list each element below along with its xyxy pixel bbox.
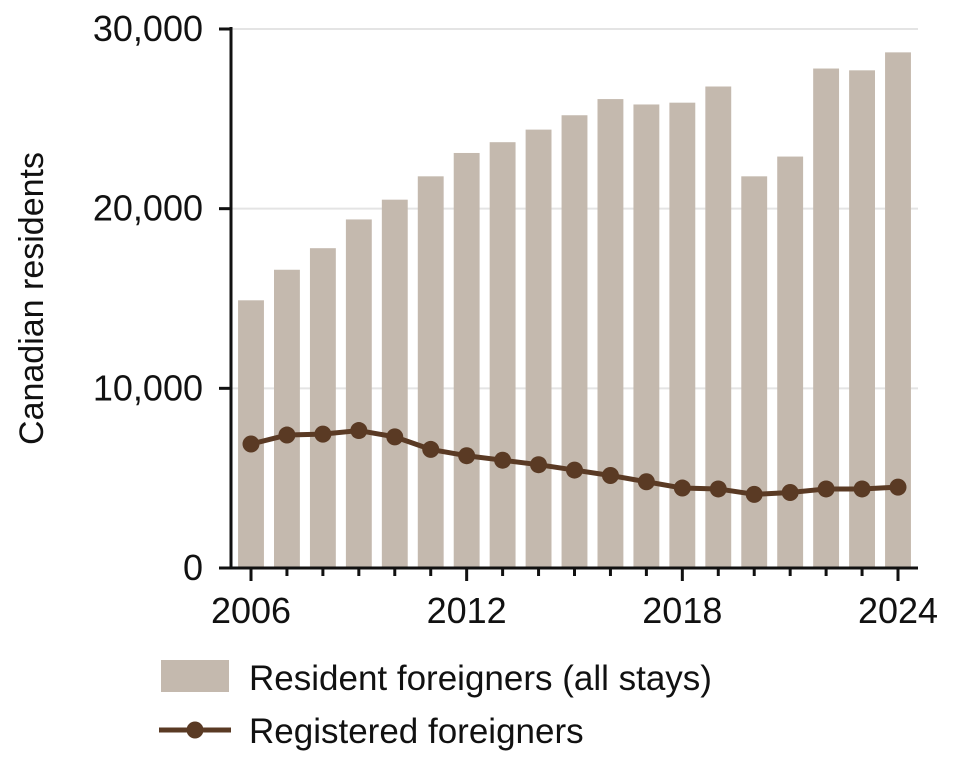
line-point-2022 (817, 480, 835, 498)
line-point-2009 (350, 422, 368, 440)
y-axis-title: Canadian residents (13, 152, 51, 445)
line-series (242, 422, 907, 503)
bar-2015 (561, 115, 588, 569)
line-point-2016 (601, 466, 619, 484)
legend-swatch-resident-foreigners (161, 660, 229, 692)
legend-label-resident-foreigners: Resident foreigners (all stays) (249, 659, 712, 698)
legend-label-registered-foreigners: Registered foreigners (249, 712, 584, 751)
line-point-2007 (278, 426, 296, 444)
bar-2013 (489, 142, 516, 568)
bar-2016 (597, 99, 624, 568)
x-tick-label: 2024 (858, 590, 938, 631)
line-point-2018 (673, 479, 691, 497)
line-point-2014 (530, 456, 548, 474)
x-tick-label: 2012 (427, 590, 507, 631)
bar-2018 (669, 102, 696, 568)
bar-2014 (525, 129, 552, 568)
x-tick-label: 2006 (211, 590, 291, 631)
legend: Resident foreigners (all stays) Register… (159, 659, 712, 751)
bar-2020 (741, 176, 768, 568)
y-tick-label: 0 (183, 547, 203, 588)
bar-2010 (381, 199, 408, 568)
line-point-2006 (242, 435, 260, 453)
bar-2012 (453, 152, 480, 568)
line-point-2021 (781, 484, 799, 502)
bar-2008 (309, 248, 336, 568)
line-point-2013 (494, 451, 512, 469)
bar-2017 (633, 104, 660, 569)
bar-2021 (777, 156, 804, 568)
y-axis-ticks: 0 10,000 20,000 30,000 (93, 8, 231, 588)
bar-2006 (238, 300, 264, 568)
bar-2011 (417, 176, 444, 568)
line-point-2008 (314, 425, 332, 443)
y-tick-label: 20,000 (93, 188, 203, 229)
line-point-2020 (745, 485, 763, 503)
line-point-2011 (422, 440, 440, 458)
x-tick-label: 2018 (642, 590, 722, 631)
line-point-2017 (637, 473, 655, 491)
line-point-2010 (386, 428, 404, 446)
line-point-2024 (889, 478, 907, 496)
y-tick-label: 10,000 (93, 367, 203, 408)
legend-marker-registered-foreigners (186, 721, 204, 739)
line-point-2012 (458, 447, 476, 465)
bar-2007 (274, 269, 300, 568)
line-point-2015 (566, 461, 583, 479)
x-axis-ticks: 2006 2012 2018 2024 (211, 568, 938, 631)
line-point-2019 (709, 480, 727, 498)
bar-2009 (345, 219, 372, 569)
line-point-2023 (853, 480, 871, 498)
y-tick-label: 30,000 (93, 8, 203, 49)
